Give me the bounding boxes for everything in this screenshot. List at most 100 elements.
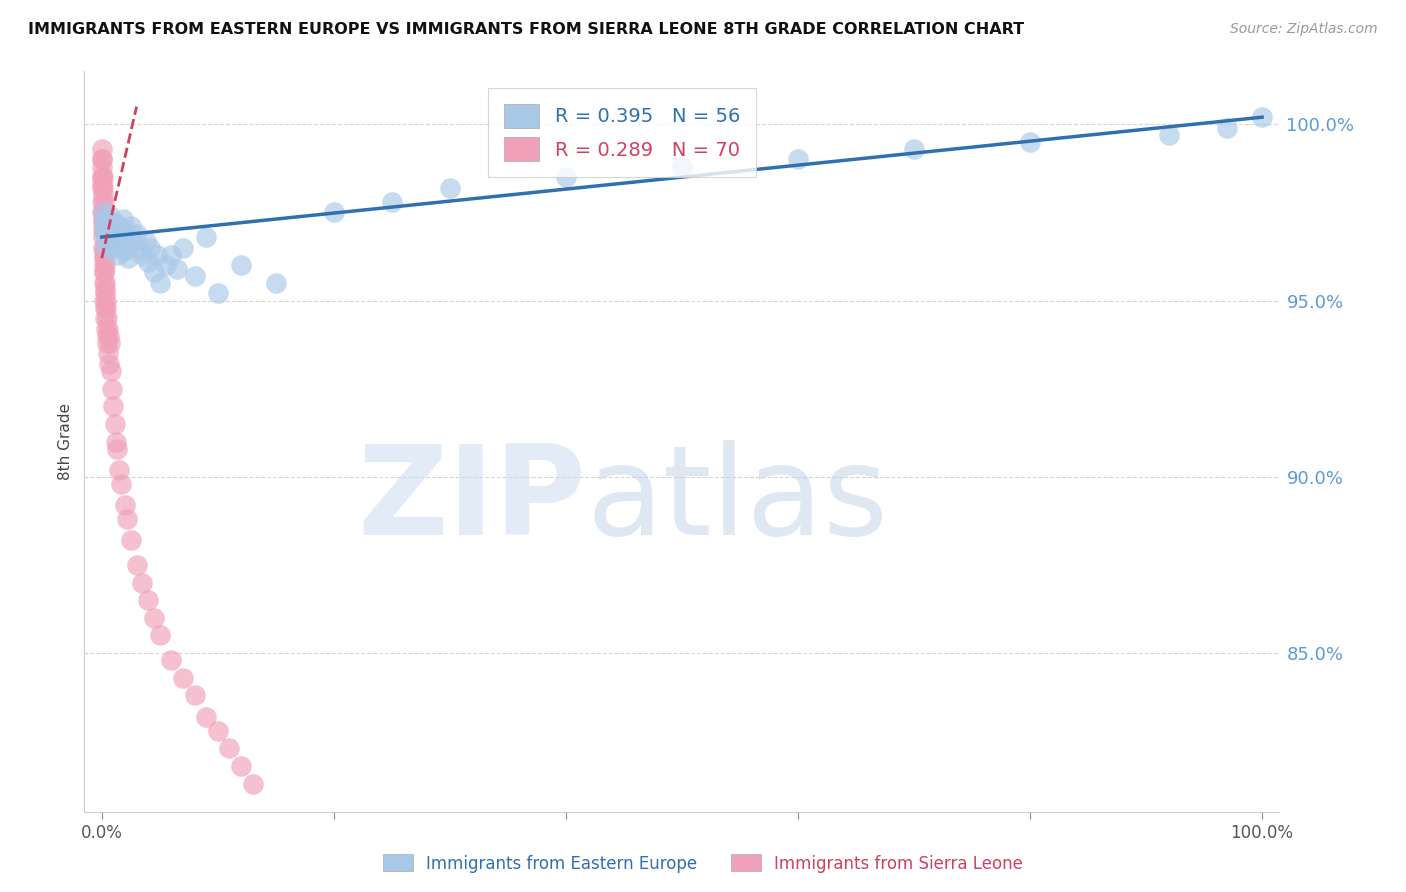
Point bbox=[117, 241, 139, 255]
Point bbox=[91, 177, 114, 191]
Point bbox=[93, 265, 115, 279]
Point bbox=[97, 346, 120, 360]
Point bbox=[117, 512, 139, 526]
Point bbox=[91, 180, 114, 194]
Point bbox=[94, 212, 117, 227]
Text: atlas: atlas bbox=[586, 441, 889, 561]
Point bbox=[96, 322, 118, 336]
Point bbox=[115, 223, 138, 237]
Point bbox=[97, 219, 120, 234]
Point bbox=[93, 205, 115, 219]
Point bbox=[91, 170, 114, 185]
Point bbox=[207, 286, 229, 301]
Point bbox=[91, 205, 114, 219]
Point bbox=[96, 328, 118, 343]
Point bbox=[114, 498, 136, 512]
Point bbox=[183, 268, 205, 283]
Point bbox=[101, 382, 124, 396]
Point bbox=[91, 241, 114, 255]
Point bbox=[903, 142, 925, 156]
Point bbox=[110, 227, 132, 241]
Point bbox=[155, 258, 177, 272]
Point bbox=[172, 671, 194, 685]
Point bbox=[93, 194, 115, 209]
Point bbox=[439, 180, 461, 194]
Point bbox=[146, 248, 169, 262]
Point bbox=[93, 216, 115, 230]
Point bbox=[218, 741, 240, 756]
Point bbox=[160, 653, 183, 667]
Point bbox=[107, 248, 129, 262]
Point bbox=[97, 227, 120, 241]
Point bbox=[787, 153, 810, 167]
Point bbox=[103, 417, 125, 431]
Point bbox=[112, 244, 135, 259]
Point bbox=[120, 533, 142, 548]
Point bbox=[105, 442, 128, 456]
Point bbox=[195, 230, 218, 244]
Point bbox=[131, 248, 153, 262]
Point bbox=[104, 434, 127, 449]
Point bbox=[94, 301, 117, 315]
Point bbox=[91, 187, 114, 202]
Point bbox=[93, 251, 115, 265]
Point bbox=[96, 301, 118, 315]
Point bbox=[131, 575, 153, 590]
Point bbox=[108, 463, 131, 477]
Point bbox=[93, 216, 115, 230]
Point bbox=[136, 254, 159, 268]
Point bbox=[166, 261, 188, 276]
Point bbox=[100, 364, 122, 378]
Point bbox=[149, 628, 172, 642]
Point bbox=[114, 230, 136, 244]
Point bbox=[120, 219, 142, 234]
Point bbox=[101, 223, 124, 237]
Point bbox=[91, 230, 114, 244]
Point bbox=[98, 357, 121, 371]
Point bbox=[94, 286, 117, 301]
Text: Source: ZipAtlas.com: Source: ZipAtlas.com bbox=[1230, 22, 1378, 37]
Point bbox=[103, 399, 125, 413]
Point bbox=[90, 170, 112, 185]
Point bbox=[195, 709, 218, 723]
Point bbox=[111, 212, 134, 227]
Point bbox=[94, 276, 117, 290]
Point bbox=[91, 223, 114, 237]
Point bbox=[93, 276, 115, 290]
Point bbox=[108, 219, 131, 234]
Point bbox=[100, 234, 122, 248]
Point bbox=[96, 311, 118, 326]
Point bbox=[1216, 120, 1239, 135]
Point bbox=[93, 241, 115, 255]
Point bbox=[105, 223, 128, 237]
Point bbox=[98, 209, 121, 223]
Point bbox=[97, 322, 120, 336]
Point bbox=[97, 328, 120, 343]
Point bbox=[94, 311, 117, 326]
Point bbox=[122, 234, 145, 248]
Point bbox=[93, 265, 115, 279]
Point bbox=[91, 153, 114, 167]
Point bbox=[149, 276, 172, 290]
Point bbox=[671, 160, 693, 174]
Point bbox=[139, 241, 162, 255]
Point bbox=[91, 153, 114, 167]
Point bbox=[93, 258, 115, 272]
Point bbox=[93, 258, 115, 272]
Point bbox=[94, 230, 117, 244]
Point bbox=[135, 234, 157, 248]
Point bbox=[143, 611, 166, 625]
Point bbox=[229, 258, 252, 272]
Text: ZIP: ZIP bbox=[357, 441, 586, 561]
Point bbox=[93, 248, 115, 262]
Point bbox=[322, 205, 344, 219]
Point bbox=[229, 759, 252, 773]
Point bbox=[554, 170, 576, 185]
Point bbox=[91, 160, 114, 174]
Point bbox=[1019, 135, 1042, 149]
Point bbox=[91, 194, 114, 209]
Point bbox=[93, 223, 115, 237]
Point bbox=[104, 230, 127, 244]
Point bbox=[172, 241, 194, 255]
Point bbox=[183, 689, 205, 703]
